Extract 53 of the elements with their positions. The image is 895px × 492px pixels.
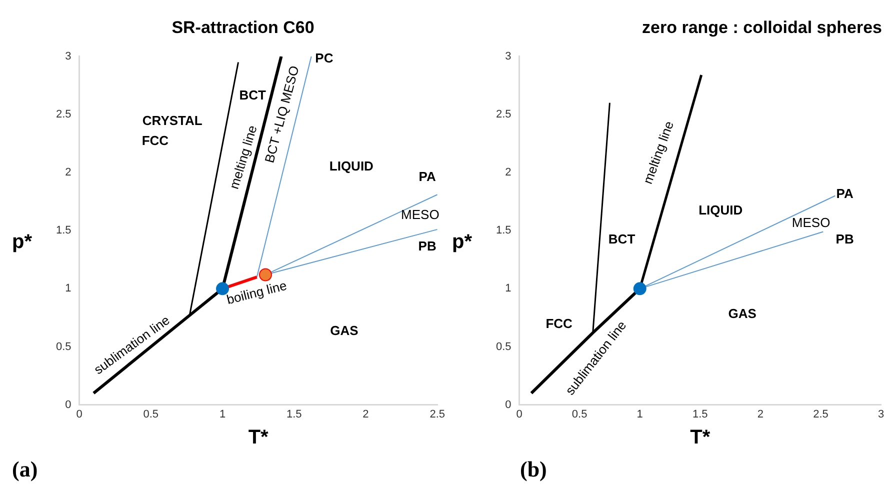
annotation: melting line [226, 124, 260, 191]
x-tick-label: 1 [219, 408, 226, 420]
y-tick-label: 2.5 [56, 108, 72, 120]
annotation: PA [418, 168, 436, 184]
annotation: GAS [728, 306, 757, 321]
x-tick-label: 1.5 [286, 408, 302, 420]
x-tick-label: 1.5 [692, 408, 708, 420]
annotation: FCC [142, 132, 170, 148]
x-tick-label: 2 [362, 408, 369, 420]
x-tick-label: 2 [757, 408, 764, 420]
x-tick-label: 0.5 [143, 408, 159, 420]
x-axis-title: T* [248, 426, 269, 449]
annotation: CRYSTAL [142, 113, 202, 128]
text: (b) [520, 456, 547, 482]
x-tick-label: 2.5 [430, 408, 446, 420]
y-tick-label: 0.5 [56, 340, 72, 353]
x-tick-label: 3 [878, 408, 884, 420]
y-tick-label: 2 [505, 166, 512, 179]
y-tick-label: 3 [65, 50, 72, 62]
y-tick-label: 2 [65, 166, 72, 179]
x-tick-label: 0 [516, 408, 522, 420]
x-tick-label: 0.5 [572, 408, 588, 420]
annotation: LIQUID [698, 202, 743, 218]
y-axis-title: p* [452, 231, 472, 254]
chart-title: zero range : colloidal spheres [642, 18, 882, 37]
y-tick-label: 1 [505, 282, 512, 295]
y-tick-label: 1.5 [56, 224, 72, 237]
annotation: BCT [608, 231, 636, 246]
y-tick-label: 1 [65, 282, 72, 295]
annotation: LIQUID [329, 158, 374, 174]
y-tick-label: 2.5 [496, 108, 512, 120]
annotation: BCT [239, 87, 266, 102]
annotation: PA [836, 186, 854, 202]
y-axis-title: p* [12, 231, 32, 254]
annotation: PB [418, 238, 436, 254]
x-tick-label: 1 [636, 408, 643, 420]
annotation: MESO [401, 207, 440, 222]
annotation: PB [836, 231, 854, 246]
text: (a) [12, 456, 38, 482]
y-tick-label: 3 [505, 50, 512, 62]
annotation: GAS [330, 323, 359, 338]
annotation: boiling line [225, 278, 288, 308]
y-tick-label: 1.5 [496, 224, 512, 237]
y-tick-label: 0 [505, 398, 512, 411]
annotation: FCC [546, 316, 574, 332]
y-tick-label: 0 [65, 398, 72, 411]
x-tick-label: 2.5 [813, 408, 828, 420]
chart-title: SR-attraction C60 [172, 18, 314, 37]
x-axis-title: T* [690, 426, 710, 449]
annotation: PC [315, 50, 334, 66]
y-tick-label: 0.5 [496, 340, 512, 353]
x-tick-label: 0 [76, 408, 82, 420]
annotation: MESO [792, 215, 830, 230]
